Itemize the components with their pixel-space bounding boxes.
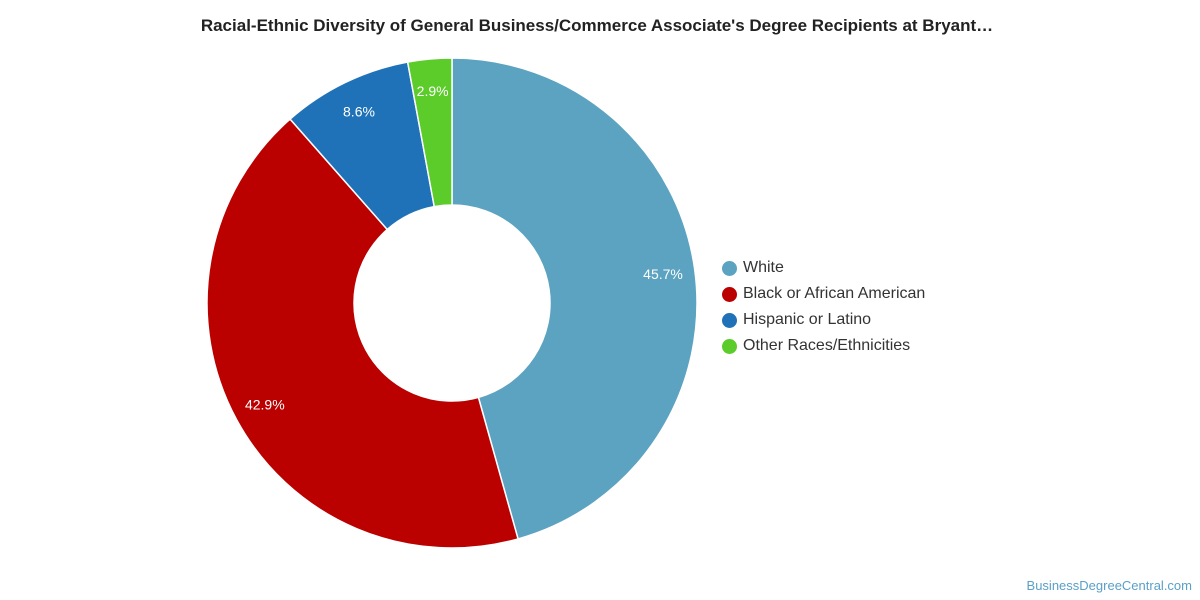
slice-label: 2.9% bbox=[417, 83, 449, 99]
slice-white[interactable] bbox=[451, 57, 698, 540]
source-watermark[interactable]: BusinessDegreeCentral.com bbox=[1026, 578, 1192, 593]
legend-item[interactable]: Hispanic or Latino bbox=[722, 307, 925, 333]
legend-label: Black or African American bbox=[743, 285, 926, 302]
chart-title: Racial-Ethnic Diversity of General Busin… bbox=[200, 16, 994, 35]
slice-other-races-ethnicities[interactable] bbox=[406, 57, 453, 208]
legend-label: Hispanic or Latino bbox=[743, 311, 872, 328]
legend-swatch bbox=[722, 286, 737, 302]
legend-swatch bbox=[722, 260, 737, 276]
legend-swatch bbox=[722, 312, 737, 328]
slice-label: 42.9% bbox=[245, 397, 285, 413]
legend-item[interactable]: Black or African American bbox=[722, 281, 925, 307]
slice-label: 45.7% bbox=[643, 266, 683, 282]
legend-label: White bbox=[743, 259, 784, 276]
slice-black-or-african-american[interactable] bbox=[206, 118, 519, 549]
legend: White Black or African American Hispanic o… bbox=[722, 255, 925, 359]
legend-label: Other Races/Ethnicities bbox=[743, 337, 911, 354]
slice-label: 8.6% bbox=[343, 103, 375, 119]
legend-swatch bbox=[722, 338, 737, 354]
legend-item[interactable]: Other Races/Ethnicities bbox=[722, 333, 925, 359]
legend-item[interactable]: White bbox=[722, 255, 925, 281]
